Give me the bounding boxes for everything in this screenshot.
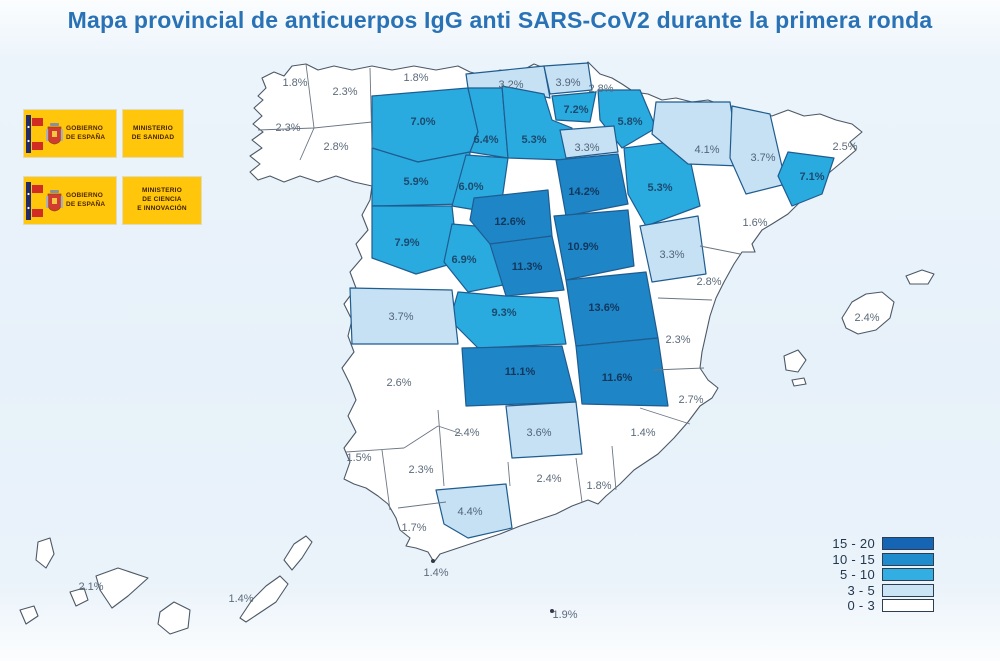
province-shape-malaga	[435, 483, 513, 539]
la-palma-island	[35, 537, 55, 569]
legend-range-label: 5 - 10	[839, 567, 875, 583]
lanzarote-island	[283, 535, 313, 571]
province-shapes	[349, 62, 835, 539]
legend-swatch	[882, 552, 934, 566]
melilla-dot	[550, 609, 554, 613]
gobierno-text: GOBIERNO DE ESPAÑA	[66, 125, 106, 141]
province-shape-salamanca	[371, 205, 459, 275]
legend-swatch	[882, 537, 934, 551]
tenerife-island	[95, 567, 149, 609]
ministerio-sanidad-box: MINISTERIO DE SANIDAD	[123, 110, 183, 157]
logo-ministerio-de-ciencia: GOBIERNO DE ESPAÑA MINISTERIO DE CIENCIA…	[24, 177, 201, 224]
province-shape-soria	[555, 153, 629, 217]
province-shape-bizkaia	[543, 62, 593, 95]
province-shape-cuenca	[565, 271, 659, 347]
legend-range-label: 0 - 3	[847, 598, 875, 614]
legend-swatch	[882, 583, 934, 597]
formentera-island	[791, 377, 807, 387]
menorca-island	[905, 269, 935, 285]
legend-range-label: 15 - 20	[832, 536, 875, 552]
gran-canaria-island	[157, 601, 191, 635]
canary-islands	[19, 535, 313, 635]
coat-of-arms-icon	[46, 122, 63, 144]
province-shape-albacete	[575, 337, 669, 407]
province-shape-madrid	[489, 235, 565, 297]
province-shape-ciudad-real	[461, 345, 577, 407]
province-shape-guadalajara	[553, 209, 635, 281]
province-shape-jaen	[505, 401, 583, 459]
spain-flag-icon	[26, 114, 43, 153]
legend-range-label: 3 - 5	[847, 582, 875, 598]
gobierno-de-espana-logo: GOBIERNO DE ESPAÑA	[24, 177, 116, 224]
ministerio-ciencia-box: MINISTERIO DE CIENCIA E INNOVACIÓN	[123, 177, 201, 224]
legend-range-label: 10 - 15	[832, 551, 875, 567]
legend-swatch	[882, 599, 934, 613]
province-shape-huesca	[651, 101, 741, 167]
province-shape-la-rioja	[559, 125, 619, 159]
province-shape-alava	[551, 91, 597, 123]
province-borders	[257, 63, 741, 511]
legend-row: 5 - 10	[800, 567, 934, 583]
logo-ministerio-de-sanidad: GOBIERNO DE ESPAÑA MINISTERIO DE SANIDAD	[24, 110, 183, 157]
page-title: Mapa provincial de anticuerpos IgG anti …	[67, 7, 933, 33]
legend-row: 15 - 20	[800, 536, 934, 552]
province-shape-leon	[371, 87, 479, 163]
la-gomera-island	[69, 587, 89, 607]
ibiza-island	[783, 349, 807, 373]
spain-flag-icon	[26, 181, 43, 220]
gobierno-de-espana-logo: GOBIERNO DE ESPAÑA	[24, 110, 116, 157]
ceuta-dot	[431, 559, 435, 563]
province-shape-teruel	[639, 215, 707, 283]
coat-of-arms-icon	[46, 189, 63, 211]
balearic-islands	[783, 269, 935, 387]
province-shape-barcelona	[777, 151, 835, 207]
gobierno-text: GOBIERNO DE ESPAÑA	[66, 192, 106, 208]
legend-row: 0 - 3	[800, 598, 934, 614]
province-shape-caceres	[349, 287, 459, 345]
legend-row: 10 - 15	[800, 552, 934, 568]
province-shape-lleida	[729, 105, 787, 195]
legend-row: 3 - 5	[800, 583, 934, 599]
legend-swatch	[882, 568, 934, 582]
fuerteventura-island	[239, 575, 289, 623]
mallorca-island	[841, 291, 895, 335]
el-hierro-island	[19, 605, 39, 625]
